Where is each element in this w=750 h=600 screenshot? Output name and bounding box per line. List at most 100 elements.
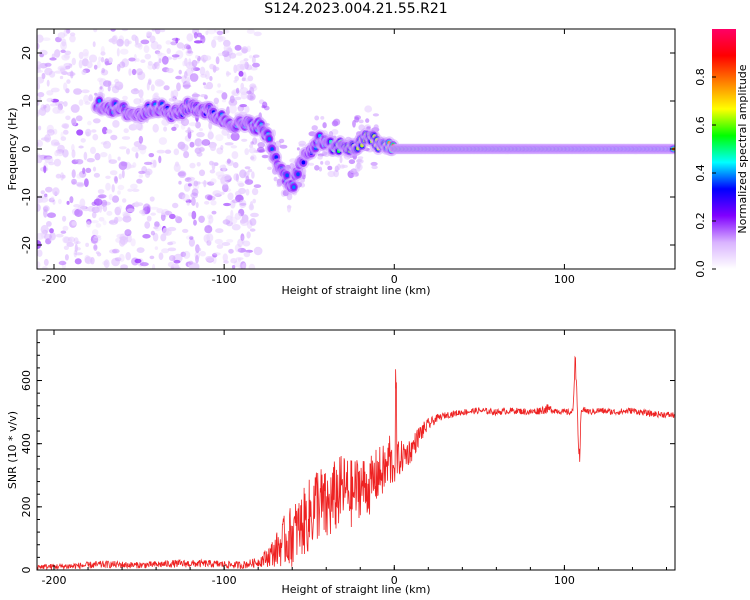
heatmap-cell — [230, 199, 236, 209]
heatmap-cell — [154, 50, 161, 55]
heatmap-cell — [111, 195, 120, 203]
colorbar-tick-label: 0.4 — [694, 164, 707, 182]
heatmap-cell — [230, 258, 238, 264]
heatmap-cell — [230, 132, 240, 141]
heatmap-cell — [246, 94, 251, 100]
heatmap-cell — [274, 155, 279, 160]
heatmap-cell — [172, 266, 181, 269]
heatmap-cell — [355, 163, 363, 171]
heatmap-cell — [57, 65, 67, 72]
heatmap-cell — [111, 184, 115, 193]
heatmap-cell — [39, 49, 48, 56]
heatmap-cell — [178, 180, 182, 185]
heatmap-cell — [130, 238, 136, 247]
heatmap-cell — [234, 96, 242, 101]
heatmap-cell — [96, 252, 102, 257]
heatmap-cell — [301, 160, 306, 165]
heatmap-cell — [40, 229, 47, 239]
heatmap-cell — [210, 144, 216, 152]
heatmap-cell — [226, 133, 231, 140]
heatmap-cell — [364, 105, 373, 113]
heatmap-cell — [160, 213, 166, 222]
heatmap-cell — [240, 233, 245, 241]
heatmap-cell — [137, 71, 146, 81]
heatmap-cell — [151, 29, 156, 32]
heatmap-cell — [119, 48, 129, 55]
heatmap-cell — [212, 190, 222, 197]
heatmap-cell — [152, 232, 159, 242]
heatmap-cell — [243, 251, 251, 258]
heatmap-cell — [156, 149, 166, 154]
heatmap-cell — [219, 36, 226, 42]
heatmap-cell — [75, 159, 84, 165]
heatmap-cell — [212, 66, 220, 72]
heatmap-cell — [203, 55, 212, 61]
heatmap-cell — [133, 88, 138, 92]
heatmap-cell — [62, 225, 69, 231]
heatmap-cell — [163, 126, 168, 132]
heatmap-cell — [182, 84, 192, 88]
heatmap-cell — [188, 122, 197, 127]
heatmap-cell — [181, 194, 190, 202]
heatmap-cell — [207, 131, 214, 140]
heatmap-cell — [226, 158, 231, 164]
snr-series — [37, 355, 675, 570]
heatmap-cell — [52, 128, 58, 135]
heatmap-cell — [78, 99, 84, 106]
heatmap-cell — [215, 171, 225, 177]
heatmap-cell — [178, 170, 187, 178]
heatmap-cell — [178, 69, 182, 75]
heatmap-cell — [37, 142, 40, 146]
y-tick-label: 10 — [20, 94, 33, 108]
heatmap-cell — [173, 259, 181, 264]
heatmap-cell — [152, 159, 157, 168]
heatmap-cell — [246, 45, 251, 52]
heatmap-cell — [221, 29, 230, 34]
heatmap-cell — [228, 104, 237, 114]
heatmap-cell — [220, 145, 224, 150]
heatmap-cell — [46, 124, 54, 134]
heatmap-cell — [214, 238, 223, 245]
heatmap-cell — [121, 136, 131, 140]
heatmap-cell — [39, 53, 44, 58]
heatmap-cell — [73, 237, 79, 245]
heatmap-cell — [154, 221, 160, 228]
heatmap-cell — [46, 129, 55, 136]
heatmap-cell — [114, 257, 122, 262]
heatmap-cell — [121, 58, 129, 68]
heatmap-cell — [198, 215, 205, 223]
heatmap-cell — [237, 258, 242, 262]
heatmap-cell — [248, 147, 257, 154]
heatmap-cell — [37, 69, 44, 73]
heatmap-cell — [100, 69, 109, 76]
heatmap-cell — [244, 105, 250, 113]
heatmap-cell — [193, 40, 203, 44]
heatmap-cell — [42, 266, 48, 269]
heatmap-cell — [188, 212, 193, 217]
heatmap-cell — [87, 120, 92, 126]
heatmap-cell — [186, 201, 190, 206]
heatmap-cell — [122, 95, 128, 101]
heatmap-cell — [356, 158, 364, 164]
heatmap-cell — [103, 80, 111, 87]
heatmap-cell — [138, 170, 146, 175]
heatmap-cell — [273, 176, 278, 182]
heatmap-cell — [217, 52, 224, 57]
heatmap-cell — [193, 219, 197, 226]
heatmap-cell — [96, 60, 101, 69]
heatmap-cell — [161, 55, 169, 65]
heatmap-cell — [119, 146, 127, 150]
heatmap-cell — [200, 34, 205, 40]
heatmap-cell — [209, 63, 215, 70]
heatmap-cell — [74, 208, 83, 217]
heatmap-cell — [92, 133, 99, 141]
heatmap-cell — [175, 50, 184, 60]
heatmap-cell — [225, 70, 230, 77]
heatmap-cell — [182, 250, 191, 259]
heatmap-cell — [43, 258, 49, 266]
heatmap-cell — [106, 129, 113, 134]
heatmap-cell — [48, 161, 55, 166]
heatmap-cell — [211, 210, 217, 215]
heatmap-cell — [241, 77, 246, 82]
heatmap-cell — [238, 107, 243, 113]
